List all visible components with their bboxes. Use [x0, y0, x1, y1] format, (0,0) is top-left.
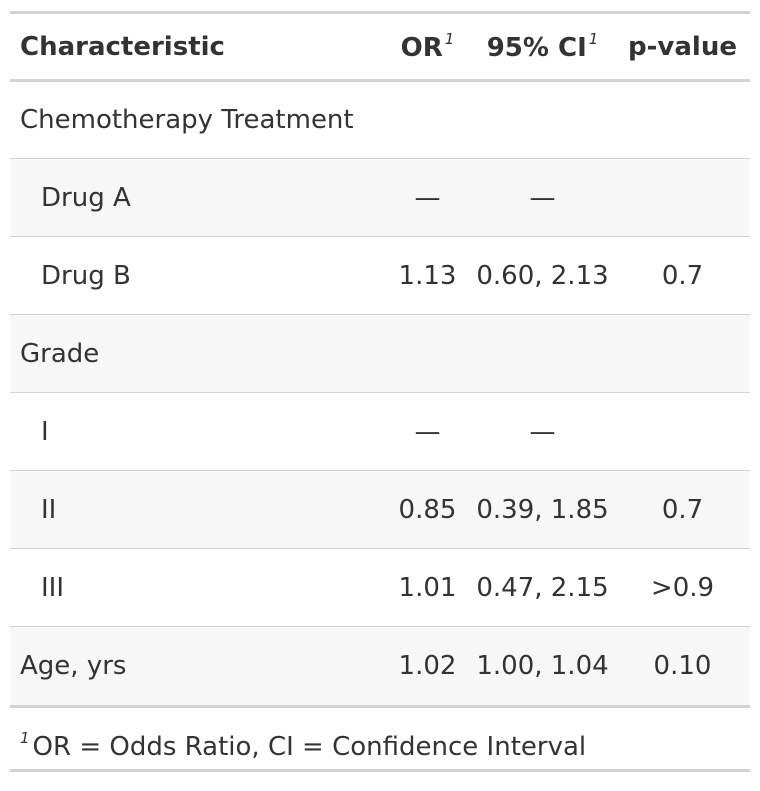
header-row: Characteristic OR 1 95% CI 1 p-value: [10, 13, 750, 81]
cell: 0.7: [661, 260, 704, 291]
table-row: I — —: [10, 392, 750, 471]
cell: —: [529, 416, 556, 447]
footnote-text: OR = Odds Ratio, CI = Confidence Interva…: [32, 731, 587, 762]
cell: 0.47, 2.15: [476, 572, 609, 603]
cell: [470, 81, 615, 159]
cell: 0.85: [398, 494, 457, 525]
table-row: Age, yrs 1.02 1.00, 1.04 0.10: [10, 626, 750, 705]
footnote-mark: 1: [588, 30, 599, 48]
cell: 1.13: [398, 260, 457, 291]
footnote: 1 OR = Odds Ratio, CI = Confidence Interv…: [10, 704, 750, 772]
row-label: Drug A: [41, 182, 131, 213]
table-row: Drug B 1.13 0.60, 2.13 0.7: [10, 236, 750, 315]
row-label: Age, yrs: [20, 650, 127, 681]
table-row: Chemotherapy Treatment: [10, 81, 750, 159]
table-row: Drug A — —: [10, 158, 750, 237]
column-label: OR: [400, 33, 443, 63]
cell: 0.10: [653, 650, 712, 681]
column-header: Characteristic: [10, 13, 385, 81]
table-header: Characteristic OR 1 95% CI 1 p-value: [10, 12, 750, 81]
cell: —: [414, 416, 441, 447]
cell: [385, 315, 470, 393]
cell: [615, 81, 750, 159]
cell: 1.00, 1.04: [476, 650, 609, 681]
table-row: III 1.01 0.47, 2.15 >0.9: [10, 548, 750, 627]
column-label: Characteristic: [20, 31, 225, 62]
cell: >0.9: [650, 572, 715, 603]
cell: [385, 81, 470, 159]
cell: 0.60, 2.13: [476, 260, 609, 291]
row-label: III: [41, 572, 65, 603]
row-label: Chemotherapy Treatment: [20, 105, 354, 135]
cell: 0.39, 1.85: [476, 494, 609, 525]
cell: 0.7: [661, 494, 704, 525]
column-header: OR 1: [385, 13, 470, 81]
cell: —: [529, 182, 556, 213]
column-label: 95% CI: [486, 33, 587, 63]
footnote-mark: 1: [444, 30, 455, 48]
column-label: p-value: [628, 31, 737, 62]
cell: [470, 315, 615, 393]
table-row: II 0.85 0.39, 1.85 0.7: [10, 470, 750, 549]
column-header: 95% CI 1: [470, 13, 615, 81]
summary-table: Characteristic OR 1 95% CI 1 p-value Chemothe…: [10, 11, 750, 705]
table-body: Chemotherapy Treatment Drug A — — Drug B 1.13…: [10, 81, 750, 705]
cell: [615, 315, 750, 393]
cell: [615, 159, 750, 237]
row-label: Grade: [20, 338, 100, 369]
column-header: p-value: [615, 13, 750, 81]
cell: [615, 393, 750, 471]
footnote-mark: 1: [20, 728, 30, 747]
table-row: Grade: [10, 314, 750, 393]
row-label: Drug B: [41, 260, 131, 291]
cell: 1.02: [398, 650, 457, 681]
row-label: II: [41, 494, 57, 525]
table-container: Characteristic OR 1 95% CI 1 p-value Chemothe…: [10, 11, 750, 772]
cell: —: [414, 182, 441, 213]
cell: 1.01: [398, 572, 457, 603]
row-label: I: [41, 416, 49, 447]
